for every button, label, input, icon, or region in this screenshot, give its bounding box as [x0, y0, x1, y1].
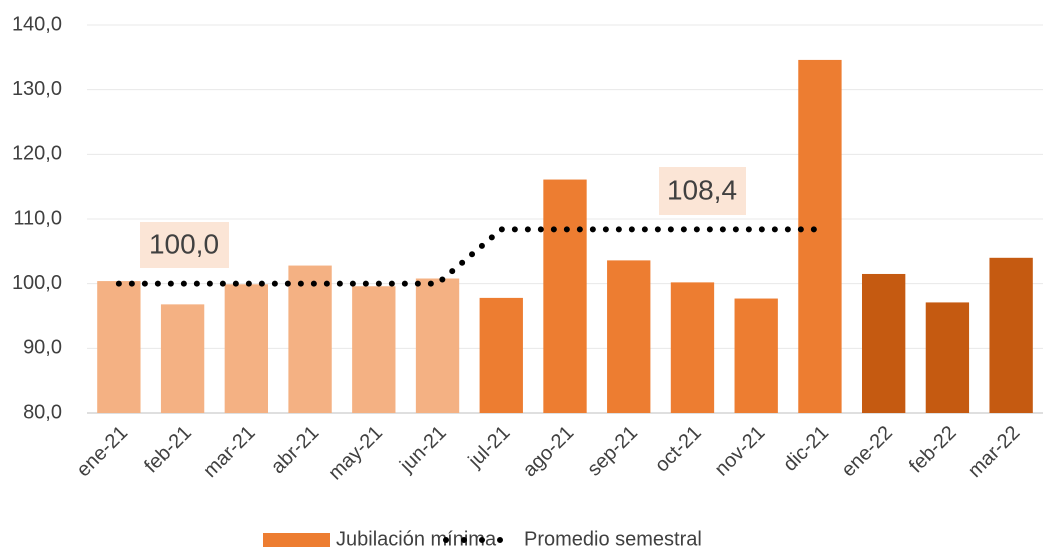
bar: [861, 273, 906, 413]
x-tick-label: may-21: [324, 422, 387, 485]
bar: [798, 59, 842, 414]
y-tick-label: 110,0: [13, 207, 62, 229]
x-tick-label: ene-21: [73, 422, 133, 482]
bar: [97, 281, 141, 413]
bar: [415, 278, 460, 413]
bar: [160, 304, 205, 413]
bar: [543, 179, 587, 413]
y-tick-label: 80,0: [23, 401, 62, 423]
x-tick-label: ene-22: [837, 422, 897, 482]
bar: [670, 282, 715, 413]
x-tick-label: feb-22: [905, 422, 961, 478]
x-tick-label: mar-21: [199, 422, 259, 482]
x-tick-label: mar-22: [964, 422, 1024, 482]
y-tick-label: 140,0: [12, 13, 62, 35]
x-tick-label: ago-21: [519, 422, 579, 482]
bar: [224, 284, 269, 413]
bar: [734, 298, 778, 413]
x-tick-label: nov-21: [711, 422, 770, 481]
bar: [288, 265, 332, 413]
x-tick-label: abr-21: [267, 422, 323, 478]
bar: [479, 297, 523, 413]
legend-swatch: [263, 533, 330, 547]
bar: [352, 286, 396, 413]
annotation: 108,4: [667, 174, 737, 205]
x-tick-label: feb-21: [140, 422, 196, 478]
x-tick-label: sep-21: [583, 422, 642, 481]
annotation: 100,0: [149, 228, 219, 259]
x-tick-label: dic-21: [779, 422, 833, 476]
legend-label: Jubilación mínima: [336, 528, 497, 550]
y-tick-label: 130,0: [12, 78, 62, 100]
legend-label: Promedio semestral: [524, 528, 702, 550]
y-tick-label: 100,0: [12, 272, 62, 294]
y-tick-label: 90,0: [23, 337, 62, 359]
average-line: [115, 226, 823, 287]
bar: [989, 257, 1033, 413]
x-tick-label: oct-21: [651, 422, 706, 477]
x-tick-label: jul-21: [464, 422, 515, 473]
bar: [607, 260, 651, 413]
bar: [925, 302, 970, 413]
annotation-box: [140, 222, 229, 268]
x-tick-label: jun-21: [395, 422, 451, 478]
annotation-box: [659, 167, 746, 215]
y-tick-label: 120,0: [12, 143, 62, 165]
